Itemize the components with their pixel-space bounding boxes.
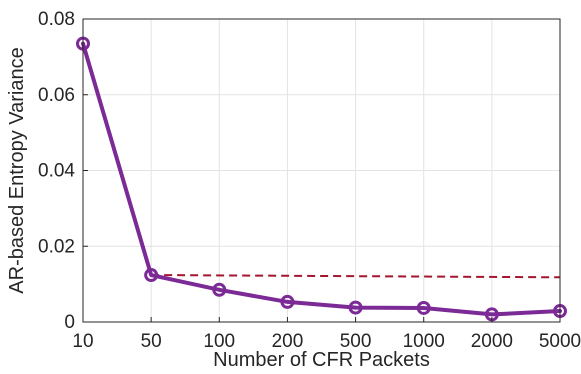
x-tick-label: 200 <box>272 331 304 352</box>
marker-layer <box>76 36 567 322</box>
y-axis-label: AR-based Entropy Variance <box>6 47 28 293</box>
data-point-marker <box>144 268 159 283</box>
reference-dashed-line <box>151 274 561 279</box>
x-tick-label: 2000 <box>471 331 513 352</box>
x-axis-label: Number of CFR Packets <box>213 349 430 371</box>
x-tick-label: 10 <box>72 331 93 352</box>
y-tick-label: 0.02 <box>38 236 75 257</box>
data-point-marker <box>212 282 227 297</box>
grid <box>82 18 561 323</box>
y-axis-ticks: 0 0.02 0.04 0.06 0.08 <box>38 9 88 333</box>
x-tick-label: 100 <box>203 331 235 352</box>
y-tick-label: 0.04 <box>38 161 75 182</box>
data-point-marker <box>280 294 295 309</box>
y-tick-label: 0.08 <box>38 9 75 30</box>
data-point-marker <box>416 300 431 315</box>
x-tick-label: 1000 <box>403 331 445 352</box>
x-axis-ticks: 10 50 100 200 500 1000 2000 5000 <box>72 317 581 352</box>
series-line <box>81 41 562 317</box>
data-point-marker <box>348 300 363 315</box>
series-layer <box>81 41 562 317</box>
y-tick-label: 0.06 <box>38 85 75 106</box>
x-tick-label: 500 <box>340 331 372 352</box>
x-tick-label: 50 <box>141 331 162 352</box>
reference-line-layer <box>151 274 561 279</box>
x-tick-label: 5000 <box>539 331 581 352</box>
y-tick-label: 0 <box>64 312 75 333</box>
